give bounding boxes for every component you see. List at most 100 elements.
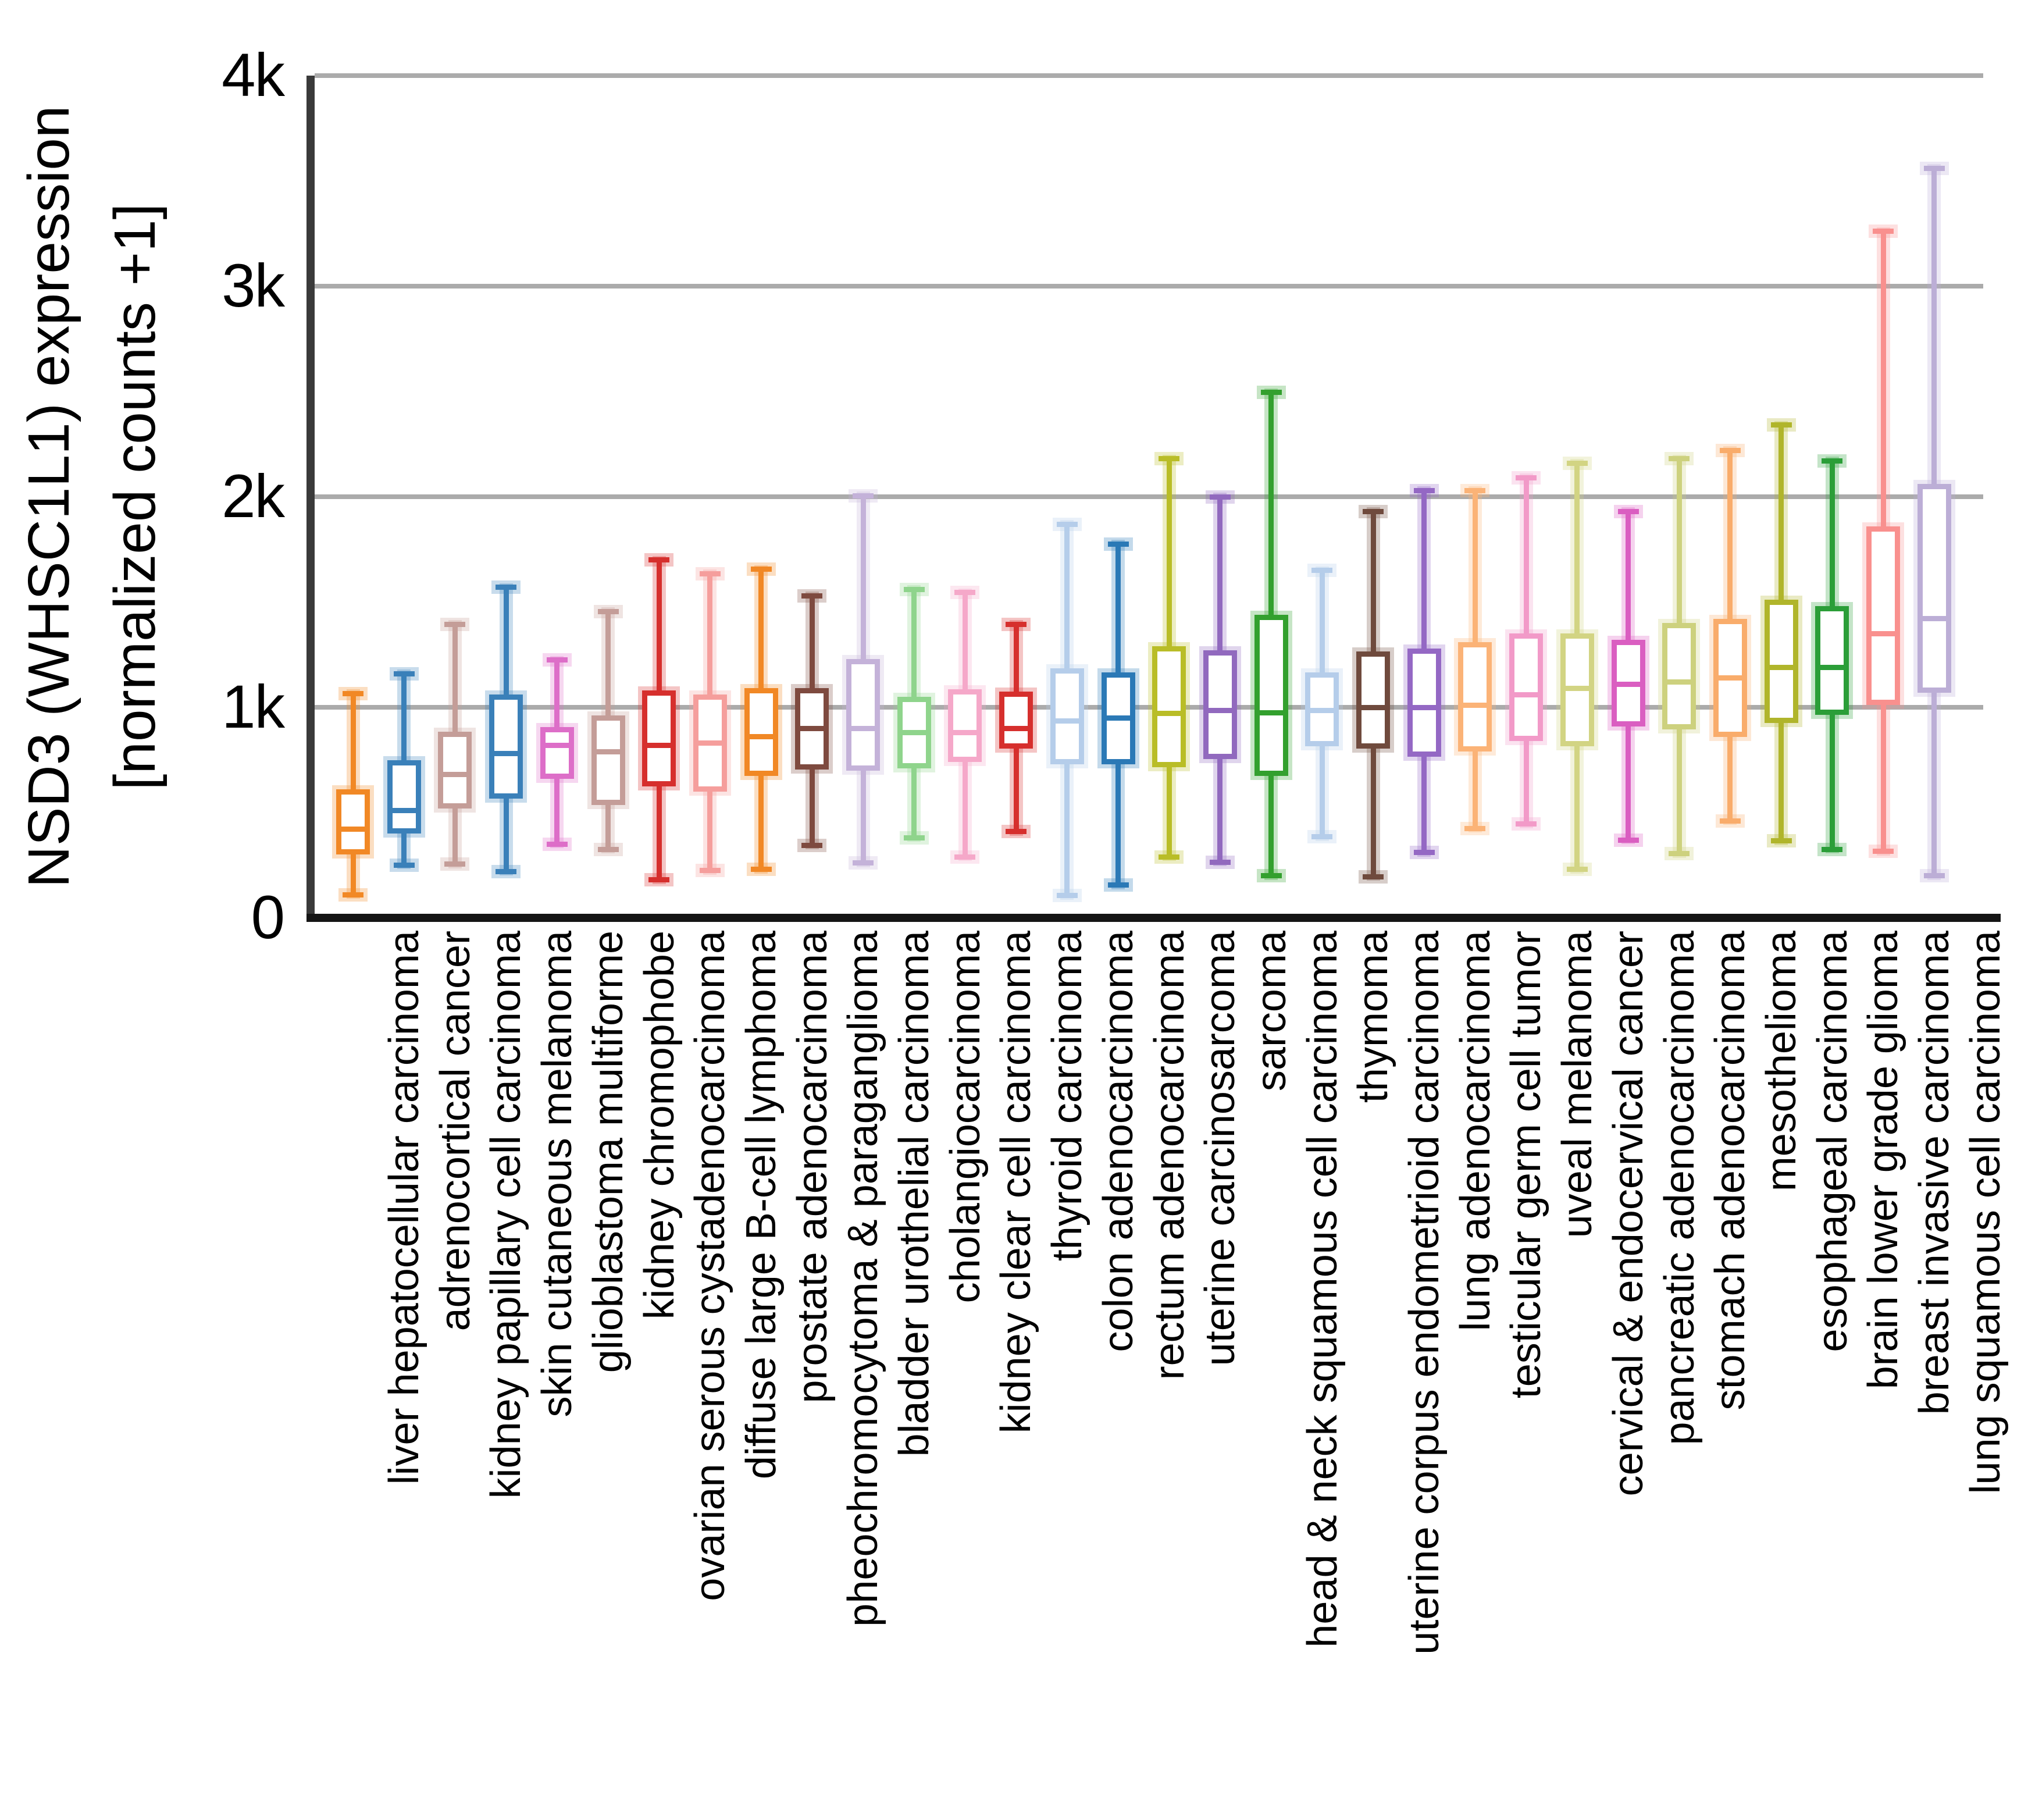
median-line — [1663, 679, 1695, 685]
x-category-label: stomach adenocarcinoma — [1707, 931, 1754, 1411]
x-axis-line — [306, 914, 2001, 922]
x-category-label: colon adenocarcinoma — [1095, 931, 1142, 1352]
x-category-label: lung squamous cell carcinoma — [1962, 931, 2009, 1494]
median-line — [490, 751, 522, 757]
y-axis-title: NSD3 (WHSC1L1) expression [normalized co… — [6, 0, 180, 1195]
x-category-label: esophageal carcinoma — [1809, 931, 1856, 1352]
box-iqr — [1203, 650, 1237, 759]
whisker-cap-low — [1464, 825, 1486, 831]
median-line — [847, 725, 879, 731]
y-axis-title-line1: NSD3 (WHSC1L1) expression — [16, 105, 81, 888]
whisker-cap-high — [1566, 460, 1588, 466]
x-category-label: breast invasive carcinoma — [1911, 931, 1958, 1415]
whisker-cap-low — [1770, 838, 1792, 844]
whisker-cap-high — [1413, 487, 1435, 493]
y-axis-line — [306, 76, 315, 922]
whisker-cap-high — [648, 557, 670, 563]
whisker-cap-high — [1669, 456, 1690, 462]
whisker-cap-low — [597, 846, 619, 852]
x-category-label: uveal melanoma — [1554, 931, 1601, 1238]
median-line — [1153, 711, 1185, 717]
whisker-cap-low — [1873, 849, 1894, 854]
whisker-cap-low — [648, 877, 670, 883]
median-line — [1765, 664, 1797, 670]
whisker-cap-low — [1516, 821, 1537, 827]
y-axis-title-line2: [normalized counts +1] — [102, 203, 167, 790]
median-line — [745, 734, 777, 740]
median-line — [592, 749, 624, 754]
whisker-cap-low — [1363, 874, 1384, 879]
whisker-cap-high — [546, 657, 568, 663]
whisker-cap-low — [444, 861, 466, 867]
whisker-cap-low — [954, 854, 976, 860]
whisker-cap-high — [954, 590, 976, 596]
box-iqr — [846, 658, 880, 771]
whisker-cap-high — [1363, 508, 1384, 514]
x-category-label: thymoma — [1350, 931, 1397, 1103]
median-line — [1408, 704, 1440, 710]
whisker-cap-low — [1719, 818, 1741, 824]
box-iqr — [438, 731, 472, 809]
median-line — [1255, 710, 1287, 715]
box-iqr — [1509, 633, 1544, 741]
x-category-label: head & neck squamous cell carcinoma — [1299, 931, 1346, 1648]
whisker-cap-high — [1516, 475, 1537, 480]
y-tick-label: 1k — [222, 673, 285, 741]
median-line — [1714, 675, 1746, 681]
x-category-label: rectum adenocarcinoma — [1146, 931, 1193, 1380]
box-iqr — [1764, 600, 1798, 724]
whisker-cap-high — [801, 593, 823, 599]
whisker-cap-low — [1209, 859, 1231, 865]
whisker-cap-low — [1617, 837, 1639, 843]
whisker-cap-high — [1464, 487, 1486, 493]
y-gridline — [315, 73, 1983, 78]
whisker-cap-low — [1107, 882, 1129, 888]
x-category-label: diffuse large B-cell lymphoma — [737, 931, 785, 1480]
x-category-label: pheochromocytoma & paraganglioma — [840, 931, 887, 1627]
median-line — [1306, 707, 1338, 713]
median-line — [949, 729, 981, 735]
whisker-cap-low — [343, 892, 363, 897]
x-category-label: glioblastoma multiforme — [584, 931, 632, 1373]
x-category-label: skin cutaneous melanoma — [534, 931, 581, 1417]
box-iqr — [1917, 484, 1951, 693]
whisker-cap-high — [496, 585, 517, 590]
whisker-cap-high — [343, 690, 363, 696]
box-iqr — [744, 688, 778, 776]
x-category-label: pancreatic adenocarcinoma — [1656, 931, 1703, 1445]
box-iqr — [387, 760, 421, 834]
whisker-cap-low — [1822, 846, 1843, 852]
whisker-cap-high — [1822, 458, 1843, 464]
x-category-label: thyroid carcinoma — [1044, 931, 1091, 1262]
whisker-cap-high — [1260, 390, 1282, 396]
box-iqr — [999, 691, 1033, 749]
median-line — [1000, 725, 1032, 731]
box-iqr — [1407, 648, 1441, 757]
median-line — [1459, 702, 1491, 708]
x-category-label: uterine carcinosarcoma — [1197, 931, 1244, 1366]
median-line — [439, 772, 471, 778]
whisker-cap-low — [1056, 893, 1078, 899]
whisker-cap-high — [750, 567, 772, 572]
box-iqr — [336, 789, 370, 855]
whisker-cap-low — [801, 842, 823, 848]
y-gridline — [315, 705, 1983, 710]
x-category-label: liver hepatocellular carcinoma — [381, 931, 427, 1485]
median-line — [898, 729, 930, 735]
whisker-cap-low — [1311, 834, 1333, 840]
x-category-label: cervical & endocervical cancer — [1605, 931, 1652, 1497]
whisker-cap-low — [393, 863, 415, 868]
median-line — [1051, 718, 1083, 724]
box-iqr — [1866, 526, 1900, 706]
median-line — [337, 827, 369, 832]
whisker-cap-high — [1006, 621, 1027, 627]
whisker-cap-high — [1770, 422, 1792, 428]
whisker-cap-low — [1669, 851, 1690, 857]
whisker-cap-high — [1159, 456, 1180, 462]
whisker-cap-low — [699, 868, 721, 874]
whisker-cap-high — [1311, 568, 1333, 574]
x-category-label: kidney clear cell carcinoma — [993, 931, 1040, 1434]
whisker-cap-low — [1923, 873, 1945, 879]
whisker-cap-high — [1056, 521, 1078, 527]
